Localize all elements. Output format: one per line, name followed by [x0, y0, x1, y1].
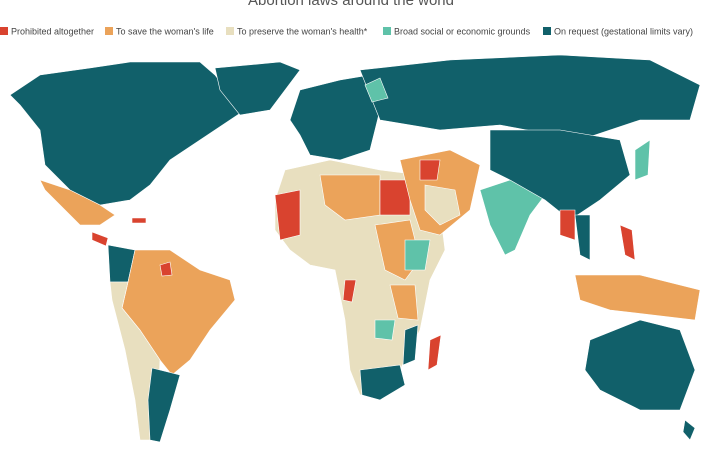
map-title: Abortion laws around the world: [248, 0, 454, 9]
legend-label: To preserve the woman's health*: [237, 26, 368, 36]
country-region: [359, 364, 406, 401]
legend: Prohibited altogether To save the woman's…: [0, 26, 693, 36]
country-region: [634, 139, 651, 181]
country-region: [374, 319, 396, 341]
country-region: [274, 189, 301, 241]
country-region: [489, 129, 631, 221]
country-region: [342, 279, 357, 303]
country-region: [424, 184, 461, 226]
legend-label: Broad social or economic grounds: [394, 26, 531, 36]
legend-label: Prohibited altogether: [11, 26, 94, 36]
country-region: [559, 209, 576, 241]
country-region: [682, 419, 696, 441]
country-region: [379, 179, 411, 216]
legend-label: On request (gestational limits vary): [554, 26, 693, 36]
legend-swatch: [383, 27, 391, 35]
country-region: [9, 61, 261, 206]
country-region: [419, 159, 441, 181]
legend-swatch: [105, 27, 113, 35]
legend-swatch: [226, 27, 234, 35]
country-region: [131, 217, 147, 224]
country-region: [91, 231, 109, 247]
country-region: [319, 174, 381, 221]
country-region: [619, 224, 636, 261]
country-region: [39, 179, 116, 226]
country-region: [147, 367, 181, 443]
country-region: [574, 274, 701, 321]
country-region: [364, 77, 389, 103]
country-region: [402, 324, 419, 366]
legend-swatch: [0, 27, 8, 35]
legend-label: To save the woman's life: [116, 26, 214, 36]
country-region: [389, 284, 419, 321]
country-region: [574, 214, 591, 261]
country-region: [404, 239, 431, 271]
legend-swatch: [543, 27, 551, 35]
country-region: [427, 334, 442, 371]
regions: [9, 54, 701, 443]
country-region: [214, 61, 301, 116]
country-region: [359, 54, 701, 141]
country-region: [289, 74, 381, 161]
country-region: [584, 319, 696, 411]
country-region: [159, 261, 173, 277]
